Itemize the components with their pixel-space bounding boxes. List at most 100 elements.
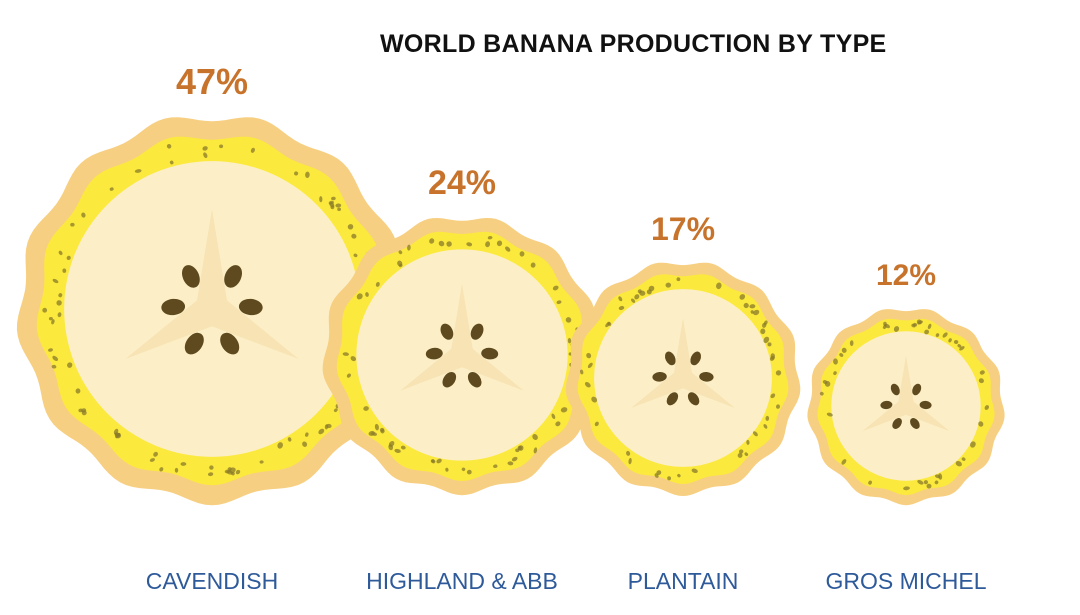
- speckle: [942, 332, 948, 338]
- speckle: [109, 187, 114, 191]
- speckle: [775, 404, 781, 409]
- speckle: [400, 445, 406, 450]
- seed: [699, 371, 714, 382]
- speckle: [594, 421, 599, 427]
- speckle: [518, 445, 524, 451]
- speckle: [605, 322, 611, 328]
- speckle: [580, 369, 584, 375]
- speckle: [912, 322, 918, 327]
- speckle: [628, 457, 632, 465]
- speckle: [48, 348, 53, 352]
- speckle: [302, 441, 308, 447]
- speckle: [294, 171, 299, 176]
- speckle: [342, 352, 349, 356]
- speckle: [882, 325, 887, 329]
- speckle: [917, 480, 924, 485]
- speckle: [924, 329, 930, 335]
- speckle: [763, 320, 768, 325]
- speckle: [984, 405, 990, 410]
- speckle: [833, 371, 837, 376]
- seed: [425, 347, 443, 360]
- category-label-gros-michel: GROS MICHEL: [825, 568, 987, 594]
- speckle: [552, 285, 559, 291]
- speckle: [398, 250, 403, 255]
- slice-core-gros-michel: [862, 355, 950, 432]
- speckle: [775, 370, 782, 376]
- speckle: [438, 240, 445, 247]
- speckle: [648, 285, 655, 292]
- speckle: [202, 146, 208, 151]
- speckle: [149, 458, 155, 462]
- speckle: [716, 282, 722, 290]
- speckle: [318, 428, 325, 435]
- seed: [238, 298, 263, 316]
- speckle: [56, 300, 62, 306]
- speckle: [618, 305, 625, 311]
- speckle: [938, 473, 943, 480]
- speckle: [749, 304, 756, 309]
- seed: [182, 265, 200, 288]
- category-label-plantain: PLANTAIN: [627, 568, 739, 594]
- speckle: [631, 298, 636, 303]
- speckle: [746, 439, 750, 445]
- speckle: [763, 424, 768, 429]
- speckle: [868, 480, 872, 485]
- seed: [224, 265, 242, 288]
- speckle: [388, 440, 395, 447]
- speckle: [519, 251, 525, 257]
- speckle: [551, 413, 556, 420]
- speckle: [567, 338, 572, 344]
- speckle: [496, 240, 503, 247]
- speckle: [893, 326, 900, 332]
- speckle: [81, 410, 87, 416]
- speckle: [347, 224, 354, 230]
- speckle: [277, 442, 283, 449]
- category-label-cavendish: CAVENDISH: [145, 568, 279, 594]
- speckle: [335, 203, 342, 208]
- speckle: [677, 473, 681, 478]
- seed: [919, 400, 932, 410]
- speckle: [765, 415, 770, 421]
- banana-slice-plantain: [565, 262, 801, 496]
- seed: [890, 383, 900, 396]
- speckle: [331, 196, 336, 201]
- speckle: [743, 302, 749, 309]
- seed: [440, 323, 454, 340]
- speckle: [330, 205, 335, 210]
- speckle: [935, 333, 940, 338]
- speckle: [436, 458, 442, 464]
- speckle: [824, 381, 831, 387]
- speckle: [917, 320, 923, 325]
- speckle: [934, 480, 939, 485]
- speckle: [356, 293, 363, 300]
- value-label-cavendish: 47%: [175, 60, 249, 102]
- speckle: [353, 253, 358, 258]
- speckle: [978, 421, 984, 427]
- speckle: [739, 449, 744, 454]
- speckle: [584, 381, 591, 388]
- speckle: [229, 467, 236, 473]
- speckle: [979, 370, 985, 375]
- speckle: [591, 396, 598, 403]
- speckle: [955, 460, 962, 467]
- speckle: [78, 408, 83, 413]
- slice-core-cavendish: [125, 209, 299, 359]
- speckle: [219, 144, 224, 149]
- speckle: [66, 255, 71, 261]
- speckle: [507, 461, 514, 466]
- speckle: [466, 242, 473, 247]
- speckle: [466, 469, 472, 475]
- speckle: [970, 441, 976, 448]
- speckle: [533, 447, 538, 454]
- speckle: [235, 469, 241, 475]
- banana-slice-cavendish: [16, 117, 408, 506]
- speckle: [48, 316, 53, 321]
- speckle: [75, 388, 81, 394]
- speckle: [505, 246, 511, 252]
- speckle: [134, 169, 142, 173]
- speckle: [333, 408, 338, 413]
- seed: [481, 347, 499, 360]
- speckle: [770, 353, 776, 360]
- speckle: [346, 373, 351, 378]
